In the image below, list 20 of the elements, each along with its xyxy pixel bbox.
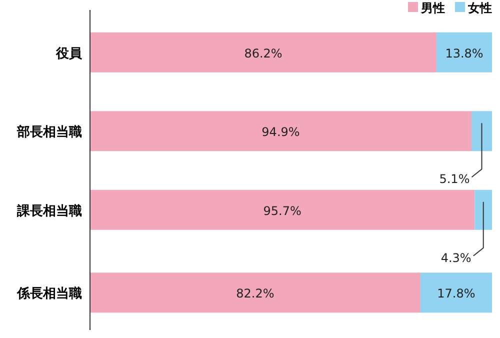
y-tick-label: 課長相当職 xyxy=(16,202,82,219)
data-label: 95.7% xyxy=(263,204,302,218)
data-label: 82.2% xyxy=(236,286,274,301)
data-label: 5.1% xyxy=(439,172,470,186)
data-label: 4.3% xyxy=(440,250,472,265)
bar xyxy=(90,111,472,152)
bar xyxy=(420,272,492,313)
bar xyxy=(472,111,492,152)
y-tick-label: 係長相当職 xyxy=(16,286,82,302)
bar xyxy=(90,32,437,72)
bar xyxy=(90,272,420,313)
data-label: 13.8% xyxy=(445,46,484,60)
data-label: 17.8% xyxy=(437,286,476,301)
bar xyxy=(436,32,492,72)
legend-label: 女性 xyxy=(467,1,492,15)
y-tick-label: 役員 xyxy=(55,46,83,62)
data-label: 86.2% xyxy=(244,46,282,60)
y-tick-label: 部長相当職 xyxy=(16,124,82,140)
data-label: 94.9% xyxy=(262,125,300,140)
legend-label: 男性 xyxy=(420,1,445,15)
